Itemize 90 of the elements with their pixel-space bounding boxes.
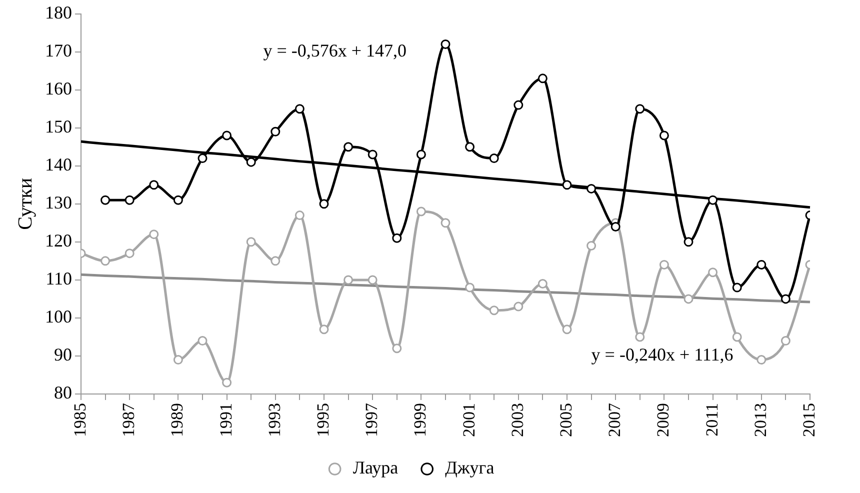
point [586, 184, 596, 194]
x-tick-label: 1985 [70, 403, 90, 437]
point [659, 260, 669, 270]
y-tick-label: 140 [45, 154, 72, 175]
x-tick-label: 2005 [556, 403, 576, 437]
point [222, 378, 232, 388]
x-tick-label: 2013 [750, 403, 770, 437]
y-tick-label: 150 [45, 116, 72, 137]
x-tick-label: 2003 [508, 403, 527, 437]
legend-label: Лаура [352, 458, 398, 478]
point [708, 268, 718, 278]
point [489, 306, 499, 316]
point [514, 302, 524, 312]
point [198, 336, 208, 346]
point [780, 336, 790, 346]
point [538, 278, 548, 288]
point [294, 210, 304, 220]
point [319, 324, 329, 334]
point [416, 150, 426, 160]
x-tick-label: 1989 [168, 403, 187, 437]
point [392, 344, 402, 354]
point [440, 218, 450, 228]
point [222, 130, 232, 140]
point [270, 126, 280, 136]
y-tick-label: 160 [45, 78, 72, 99]
point [489, 154, 499, 164]
x-tick-label: 2001 [459, 403, 478, 437]
point [416, 206, 426, 216]
point [465, 142, 475, 152]
point [732, 332, 742, 342]
point [465, 282, 475, 292]
point [173, 195, 183, 205]
legend-label: Джуга [445, 458, 494, 478]
x-tick-label: 2009 [654, 403, 673, 437]
point [198, 154, 208, 164]
point [173, 355, 183, 365]
x-tick-label: 2007 [605, 402, 624, 437]
point [124, 248, 134, 258]
line-series [80, 273, 812, 304]
point [562, 324, 572, 334]
point [319, 199, 329, 209]
annotation: y = -0,576x + 147,0 [263, 40, 407, 61]
point [586, 240, 596, 250]
annotation: y = -0,240x + 111,6 [591, 344, 734, 365]
point [392, 233, 402, 243]
point [538, 74, 548, 84]
point [684, 237, 694, 247]
y-tick-label: 100 [45, 306, 72, 327]
point [659, 130, 669, 140]
y-tick-label: 130 [45, 192, 72, 213]
point [124, 195, 134, 205]
point [610, 222, 620, 232]
point [246, 157, 256, 167]
point [780, 294, 790, 304]
point [344, 275, 354, 285]
point [440, 39, 450, 49]
point [149, 180, 159, 190]
x-tick-label: 1995 [313, 403, 332, 437]
x-tick-label: 1997 [362, 402, 382, 437]
point [732, 282, 742, 292]
x-tick-label: 2011 [702, 403, 722, 436]
point [100, 256, 110, 266]
point [294, 104, 304, 114]
point [149, 230, 159, 240]
point [562, 180, 572, 190]
point [708, 195, 718, 205]
point [368, 150, 378, 160]
point [684, 294, 694, 304]
point [270, 256, 280, 266]
point [635, 104, 645, 114]
point [344, 142, 354, 152]
y-tick-label: 120 [45, 230, 72, 251]
point [514, 100, 524, 110]
point [756, 260, 766, 270]
y-tick-label: 180 [45, 2, 72, 23]
point [756, 355, 766, 365]
x-tick-label: 1999 [410, 403, 430, 437]
x-tick-label: 2015 [799, 403, 818, 437]
x-tick-label: 1993 [264, 403, 284, 437]
point [368, 275, 378, 285]
y-tick-label: 80 [54, 382, 72, 403]
x-tick-label: 1987 [119, 402, 138, 437]
y-tick-label: 110 [46, 268, 72, 289]
x-tick-label: 1991 [216, 403, 236, 437]
point [246, 237, 256, 247]
y-axis-title: Сутки [14, 178, 36, 230]
y-tick-label: 90 [54, 344, 72, 365]
point [635, 332, 645, 342]
point [100, 195, 110, 205]
y-tick-label: 170 [45, 40, 72, 61]
